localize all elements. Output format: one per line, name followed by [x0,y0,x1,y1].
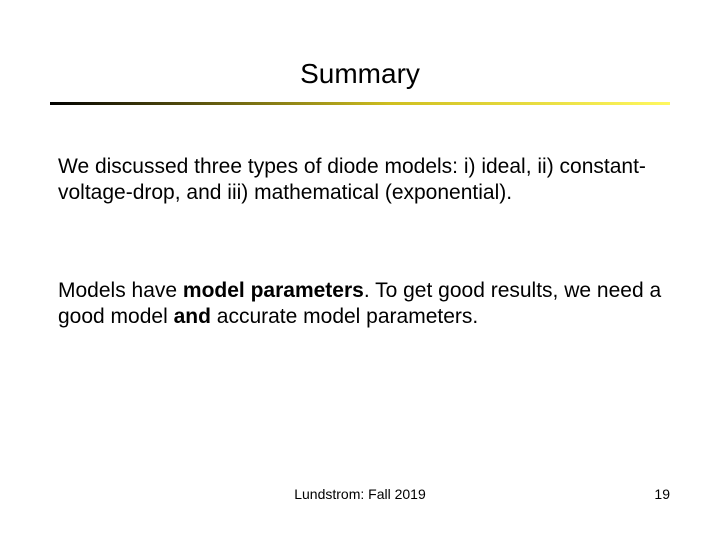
paragraph-2: Models have model parameters. To get goo… [58,278,663,329]
slide: Summary We discussed three types of diod… [0,0,720,540]
text-run: and [174,305,211,328]
title-divider [50,102,670,105]
slide-title: Summary [0,58,720,90]
text-run: We discussed three types of diode models… [58,155,646,204]
text-run: accurate model parameters. [211,305,478,328]
page-number: 19 [654,486,670,502]
paragraph-1: We discussed three types of diode models… [58,154,663,205]
text-run: Models have [58,279,183,302]
footer-center: Lundstrom: Fall 2019 [0,486,720,502]
text-run: model parameters [183,279,364,302]
